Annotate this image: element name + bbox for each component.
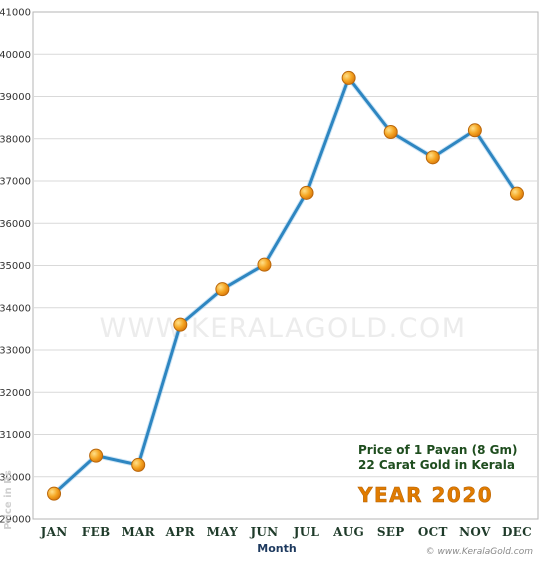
y-tick-label: 35000 bbox=[0, 261, 31, 272]
data-point-aug bbox=[341, 70, 356, 85]
y-tick-label: 34000 bbox=[0, 303, 31, 314]
data-point-feb bbox=[89, 448, 104, 463]
x-tick-label: DEC bbox=[502, 525, 532, 539]
x-tick-label: MAR bbox=[121, 525, 155, 539]
x-tick-label: JUL bbox=[293, 525, 320, 539]
x-tick-label: SEP bbox=[377, 525, 405, 539]
y-tick-label: 31000 bbox=[0, 430, 31, 441]
data-point-jan bbox=[47, 486, 62, 501]
x-tick-label: MAY bbox=[207, 525, 239, 539]
chart-title: Price of 1 Pavan (8 Gm) bbox=[358, 443, 518, 457]
x-tick-label: FEB bbox=[82, 525, 111, 539]
x-tick-label: APR bbox=[165, 525, 196, 539]
data-point-nov bbox=[467, 123, 482, 138]
data-point-jul bbox=[299, 185, 314, 200]
y-tick-label: 37000 bbox=[0, 177, 31, 188]
x-tick-label: AUG bbox=[332, 525, 364, 539]
chart-subtitle: 22 Carat Gold in Kerala bbox=[358, 458, 515, 472]
y-tick-label: 33000 bbox=[0, 346, 31, 357]
chart-legend: Price of 1 Pavan (8 Gm) 22 Carat Gold in… bbox=[357, 443, 518, 507]
y-tick-label: 39000 bbox=[0, 92, 31, 103]
x-tick-label: NOV bbox=[459, 525, 491, 539]
y-tick-label: 40000 bbox=[0, 50, 31, 61]
x-axis-label: Month bbox=[257, 542, 296, 555]
year-badge: YEAR 2020 bbox=[357, 483, 493, 507]
x-tick-label: JAN bbox=[40, 525, 68, 539]
data-point-may bbox=[215, 282, 230, 297]
data-point-dec bbox=[509, 186, 524, 201]
y-tick-label: 30000 bbox=[0, 472, 31, 483]
y-tick-label: 36000 bbox=[0, 219, 31, 230]
y-tick-label: 41000 bbox=[0, 8, 31, 19]
data-point-sep bbox=[383, 124, 398, 139]
data-point-apr bbox=[173, 317, 188, 332]
y-tick-label: 32000 bbox=[0, 388, 31, 399]
y-axis-label: Price in Rs bbox=[3, 470, 14, 530]
y-tick-label: 29000 bbox=[0, 515, 31, 526]
data-point-oct bbox=[425, 150, 440, 165]
series-line bbox=[52, 76, 519, 496]
y-tick-label: 38000 bbox=[0, 134, 31, 145]
x-tick-label: JUN bbox=[249, 525, 278, 539]
watermark: WWW.KERALAGOLD.COM bbox=[99, 313, 466, 344]
copyright-footer: © www.KeralaGold.com bbox=[426, 547, 534, 557]
data-point-mar bbox=[131, 457, 146, 472]
x-tick-label: OCT bbox=[418, 525, 448, 539]
data-point-jun bbox=[257, 257, 272, 272]
